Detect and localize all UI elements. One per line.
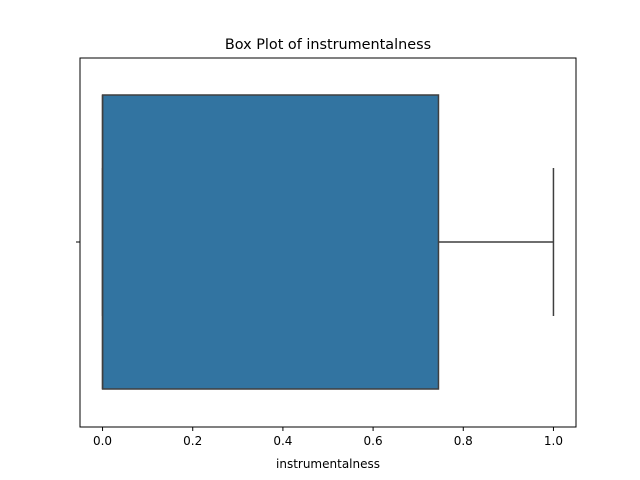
x-tick-label: 0.0 — [93, 434, 112, 448]
box-iqr — [101, 94, 440, 390]
x-axis: 0.0 0.2 0.4 0.6 0.8 1.0 — [76, 241, 563, 448]
x-tick-label: 0.6 — [364, 434, 383, 448]
chart-title: Box Plot of instrumentalness — [225, 37, 431, 53]
x-axis-label: instrumentalness — [276, 457, 380, 471]
plot-area — [101, 94, 555, 390]
x-tick-label: 0.4 — [273, 434, 292, 448]
x-tick-label: 0.2 — [183, 434, 202, 448]
x-tick-label: 0.8 — [454, 434, 473, 448]
x-tick-label: 1.0 — [544, 434, 563, 448]
